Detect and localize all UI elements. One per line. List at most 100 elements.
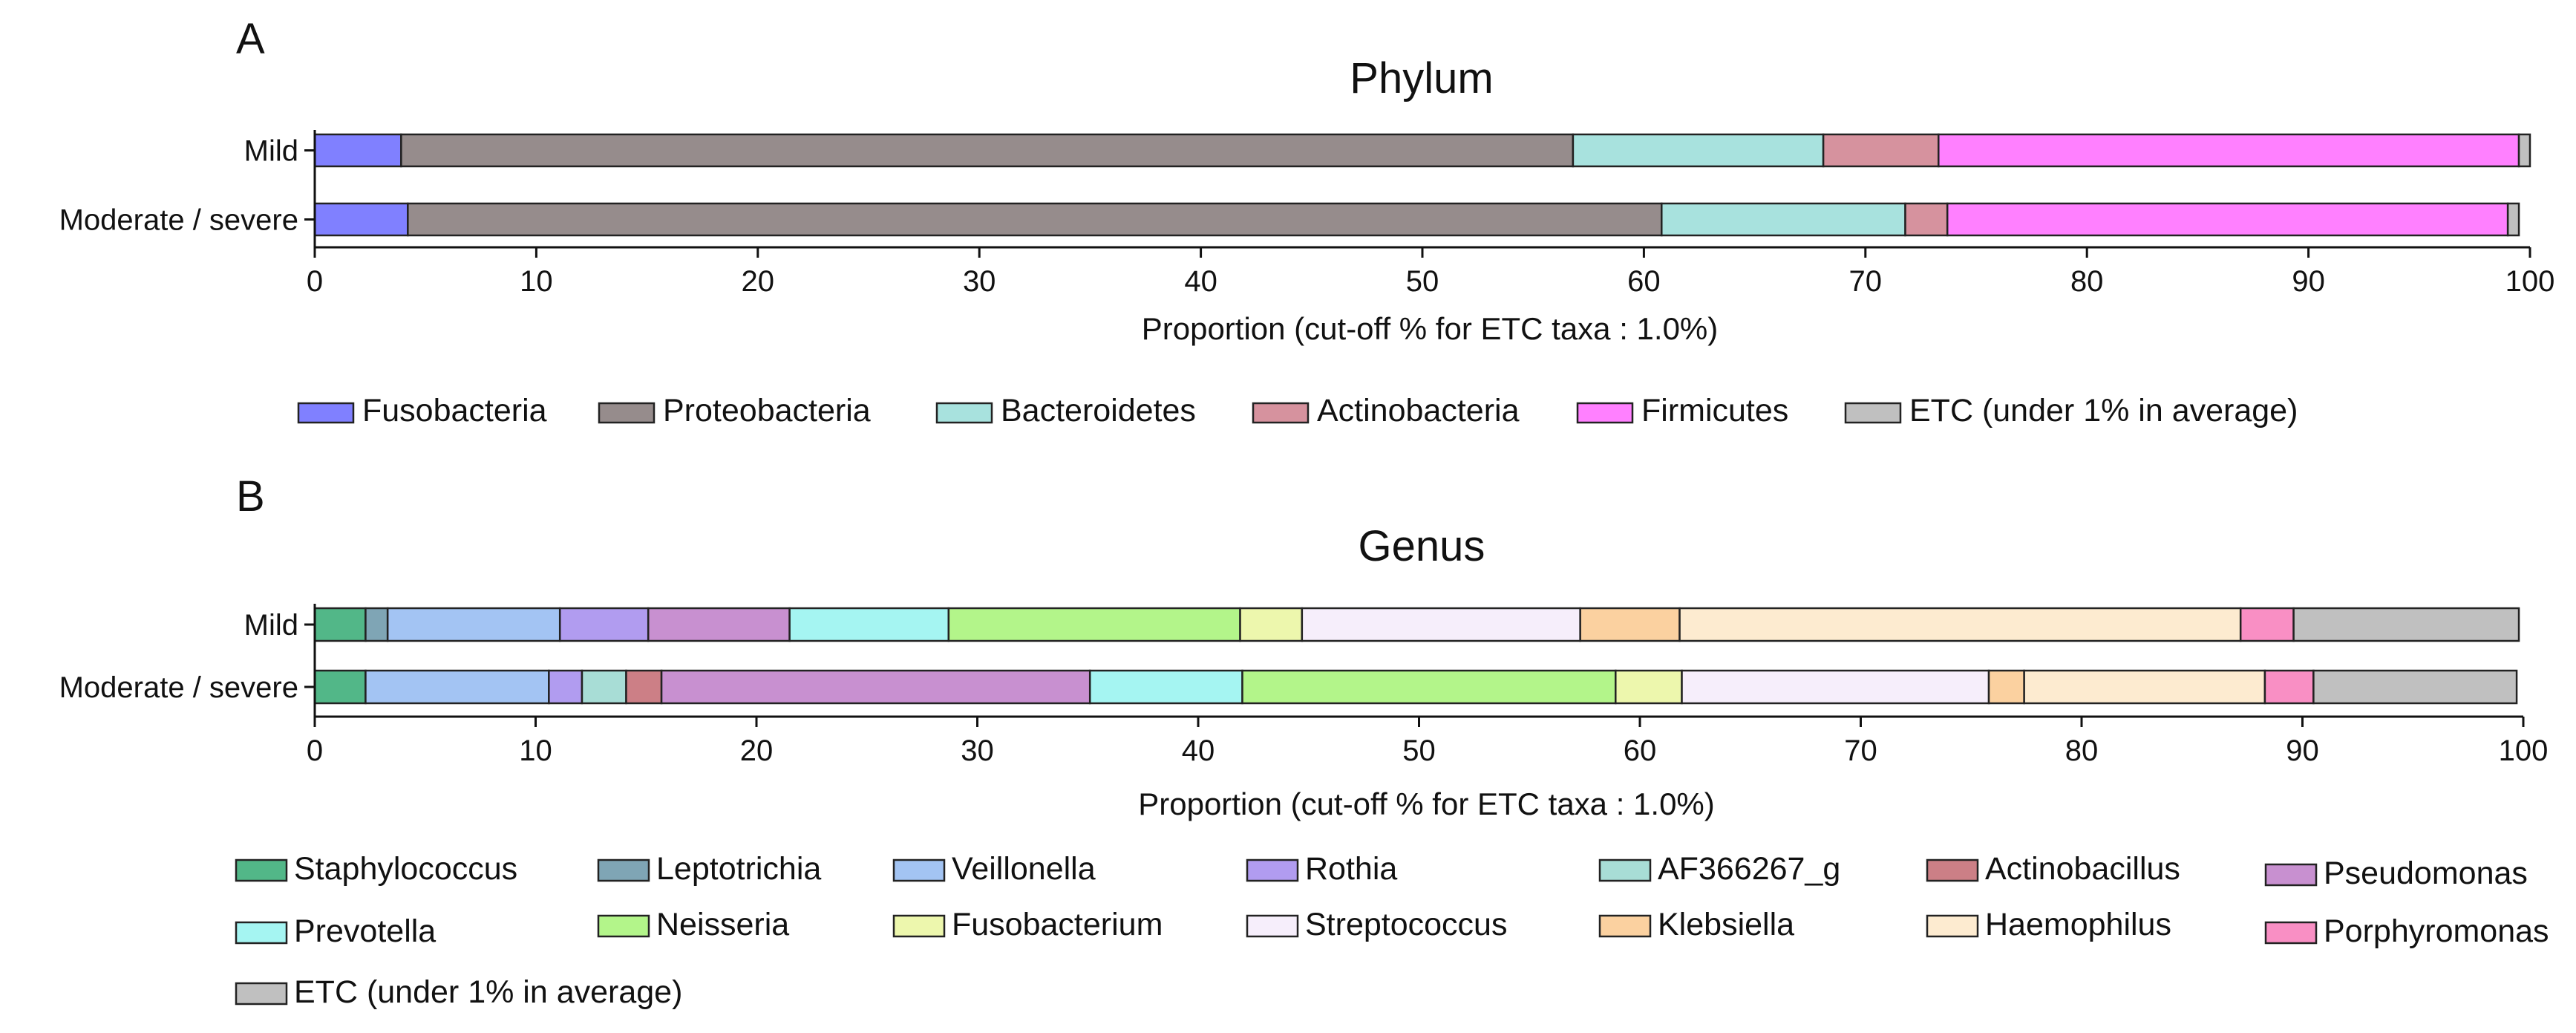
panel-a-bar-moderate-severe-fusobacteria: [313, 202, 409, 237]
panel-b-legend-swatch-pseudomonas: [2264, 863, 2318, 887]
panel-a-xtick-label-40: 40: [1184, 265, 1217, 298]
panel-a-legend-label-etc-under-1-in-average: ETC (under 1% in average): [1909, 393, 2298, 428]
panel-a-bar-moderate-severe-bacteroidetes: [1661, 202, 1906, 237]
panel-b-bar-moderate-severe-prevotella: [1088, 669, 1243, 705]
panel-b-bar-moderate-severe-actinobacillus: [625, 669, 663, 705]
panel-b-bar-mild-leptotrichia: [365, 607, 389, 642]
panel-b-bar-mild-etc-under-1-in-average: [2292, 607, 2520, 642]
panel-a-legend-swatch-actinobacteria: [1252, 402, 1310, 424]
panel-b-bar-mild-staphylococcus: [313, 607, 367, 642]
panel-b-legend-label-actinobacillus: Actinobacillus: [1985, 851, 2180, 887]
panel-b-legend-label-haemophilus: Haemophilus: [1985, 907, 2171, 942]
panel-a-legend-swatch-proteobacteria: [598, 402, 656, 424]
panel-b-bar-mild-streptococcus: [1301, 607, 1581, 642]
panel-b-legend-label-streptococcus: Streptococcus: [1305, 907, 1507, 942]
panel-b-legend-label-pseudomonas: Pseudomonas: [2324, 856, 2528, 891]
panel-a-xtick-label-30: 30: [963, 265, 996, 298]
panel-b-legend-swatch-staphylococcus: [235, 858, 288, 882]
panel-b-legend-swatch-streptococcus: [1246, 914, 1299, 938]
panel-b-bar-moderate-severe-veillonella: [365, 669, 550, 705]
panel-b-legend-label-porphyromonas: Porphyromonas: [2324, 913, 2549, 949]
panel-b-bar-mild-porphyromonas: [2239, 607, 2295, 642]
panel-b-legend-swatch-porphyromonas: [2264, 921, 2318, 945]
panel-a-legend-swatch-etc-under-1-in-average: [1844, 402, 1902, 424]
panel-b-xtick-label-100: 100: [2499, 734, 2549, 767]
panel-b-legend-label-neisseria: Neisseria: [656, 907, 789, 942]
panel-b-bar-moderate-severe-klebsiella: [1987, 669, 2025, 705]
panel-b-legend-swatch-actinobacillus: [1926, 858, 1979, 882]
panel-b-legend-swatch-neisseria: [597, 914, 650, 938]
panel-a-row-label-mild: Mild: [244, 135, 298, 168]
panel-b-row-label-moderate-severe: Moderate / severe: [59, 671, 298, 704]
panel-b-xtick-label-40: 40: [1182, 734, 1215, 767]
panel-a-row-label-moderate-severe: Moderate / severe: [59, 204, 298, 237]
panel-b-bar-mild-fusobacterium: [1239, 607, 1304, 642]
panel-b-bar-mild-rothia: [558, 607, 650, 642]
panel-a-legend-label-actinobacteria: Actinobacteria: [1317, 393, 1520, 428]
panel-a-bar-moderate-severe-firmicutes: [1946, 202, 2509, 237]
panel-b-xtick-label-60: 60: [1624, 734, 1657, 767]
panel-b-bar-moderate-severe-neisseria: [1241, 669, 1617, 705]
panel-a-x-axis-label: Proportion (cut-off % for ETC taxa : 1.0…: [1142, 311, 1719, 346]
panel-b-legend-label-rothia: Rothia: [1305, 851, 1397, 887]
panel-b-xtick-label-10: 10: [519, 734, 552, 767]
panel-b-bar-moderate-severe-streptococcus: [1681, 669, 1990, 705]
panel-b-xtick-label-80: 80: [2065, 734, 2099, 767]
panel-b-xtick-label-20: 20: [740, 734, 774, 767]
panel-b-legend-label-af366267-g: AF366267_g: [1658, 851, 1840, 887]
panel-a-bar-mild-fusobacteria: [313, 133, 402, 168]
panel-a-xtick-label-10: 10: [520, 265, 553, 298]
panel-b-bar-moderate-severe-staphylococcus: [313, 669, 367, 705]
panel-b-legend-label-prevotella: Prevotella: [294, 913, 436, 949]
panel-b-bar-moderate-severe-pseudomonas: [660, 669, 1091, 705]
panel-a-bar-moderate-severe-actinobacteria: [1904, 202, 1949, 237]
panel-b-letter: B: [236, 472, 265, 521]
panel-b-bar-moderate-severe-af366267-g: [581, 669, 627, 705]
panel-b-legend-swatch-klebsiella: [1598, 914, 1652, 938]
panel-b-title: Genus: [1359, 522, 1485, 570]
panel-a-bar-mild-bacteroidetes: [1572, 133, 1825, 168]
panel-b-xtick-label-30: 30: [961, 734, 994, 767]
panel-b-legend-swatch-rothia: [1246, 858, 1299, 882]
panel-b-legend-label-fusobacterium: Fusobacterium: [952, 907, 1163, 942]
panel-b-legend-swatch-af366267-g: [1598, 858, 1652, 882]
panel-b-bar-moderate-severe-etc-under-1-in-average: [2312, 669, 2518, 705]
panel-b-bar-moderate-severe-porphyromonas: [2263, 669, 2315, 705]
panel-b-legend-label-etc-under-1-in-average: ETC (under 1% in average): [294, 974, 682, 1010]
panel-b-bar-mild-prevotella: [788, 607, 950, 642]
panel-b-legend-label-veillonella: Veillonella: [952, 851, 1096, 887]
panel-b-bar-mild-veillonella: [386, 607, 561, 642]
panel-a-letter: A: [236, 15, 265, 63]
panel-a-bar-moderate-severe-etc-under-1-in-average: [2506, 202, 2520, 237]
panel-a-legend-label-firmicutes: Firmicutes: [1641, 393, 1788, 428]
panel-a-legend-label-bacteroidetes: Bacteroidetes: [1001, 393, 1196, 428]
panel-b-bar-mild-klebsiella: [1579, 607, 1681, 642]
panel-a-legend-label-fusobacteria: Fusobacteria: [362, 393, 547, 428]
panel-a-bar-mild-actinobacteria: [1822, 133, 1940, 168]
panel-a-xtick-label-100: 100: [2505, 265, 2555, 298]
panel-a-bar-mild-firmicutes: [1938, 133, 2520, 168]
panel-a-legend-swatch-fusobacteria: [297, 402, 355, 424]
panel-b-xtick-label-70: 70: [1844, 734, 1877, 767]
panel-b-bar-moderate-severe-haemophilus: [2023, 669, 2266, 705]
panel-b-bar-moderate-severe-rothia: [548, 669, 583, 705]
panel-a-bar-mild-etc-under-1-in-average: [2517, 133, 2531, 168]
panel-b-legend-label-staphylococcus: Staphylococcus: [294, 851, 517, 887]
panel-a-xtick-label-90: 90: [2292, 265, 2325, 298]
panel-b-xtick-label-90: 90: [2286, 734, 2319, 767]
panel-a-legend-swatch-firmicutes: [1576, 402, 1634, 424]
panel-a-legend-swatch-bacteroidetes: [935, 402, 993, 424]
panel-b-row-label-mild: Mild: [244, 609, 298, 642]
panel-a-legend-label-proteobacteria: Proteobacteria: [663, 393, 871, 428]
panel-b-bar-mild-pseudomonas: [647, 607, 791, 642]
panel-a-title: Phylum: [1350, 54, 1493, 102]
panel-b-legend-label-klebsiella: Klebsiella: [1658, 907, 1794, 942]
panel-b-xtick-label-0: 0: [307, 734, 323, 767]
panel-b-legend-swatch-leptotrichia: [597, 858, 650, 882]
panel-b-legend-swatch-prevotella: [235, 921, 288, 945]
panel-b-bar-mild-haemophilus: [1678, 607, 2242, 642]
panel-b-bar-mild-neisseria: [947, 607, 1241, 642]
panel-b-legend-swatch-haemophilus: [1926, 914, 1979, 938]
panel-a-xtick-label-80: 80: [2070, 265, 2104, 298]
